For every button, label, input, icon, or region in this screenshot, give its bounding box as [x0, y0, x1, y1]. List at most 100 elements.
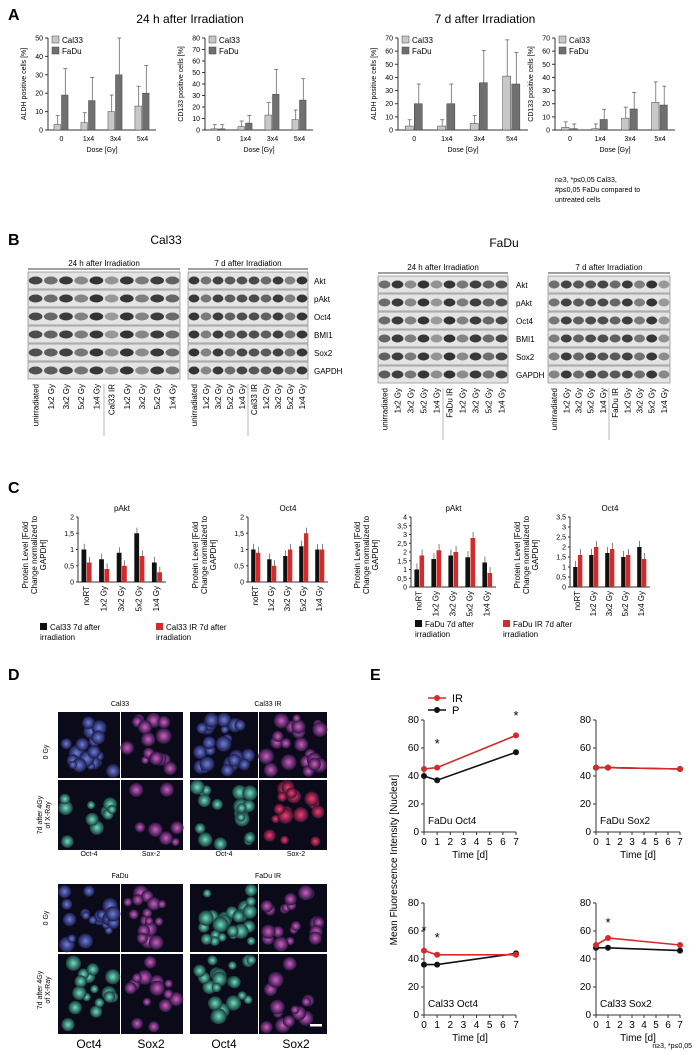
a-xtick-label: 5x4: [137, 136, 148, 143]
blot-band: [404, 280, 417, 289]
e-ytick-label: 60: [580, 926, 592, 937]
micro-cell: [234, 719, 246, 731]
a-bar: [142, 92, 150, 131]
blot-band: [188, 348, 200, 357]
a-ylabel-2: ALDH positive cells [%]: [371, 48, 378, 120]
blot-band: [456, 370, 469, 379]
blot-band: [89, 312, 104, 321]
blot-band: [284, 312, 296, 321]
blot-band: [236, 312, 248, 321]
blot-band: [443, 316, 456, 325]
blot-protein-fadu: Oct4: [516, 317, 533, 326]
e-point: [434, 777, 441, 784]
a-ylabel-0: ALDH positive cells [%]: [21, 48, 28, 120]
blot-band: [272, 348, 284, 357]
micro-cell: [103, 991, 116, 1003]
micro-cell: [105, 969, 121, 985]
c-bar: [251, 549, 256, 582]
e-xtick-label: 7: [677, 837, 683, 848]
blot-band: [224, 348, 236, 357]
micro-cell: [134, 822, 146, 833]
blot-band: [443, 334, 456, 343]
micro-cell: [291, 719, 306, 734]
blot-band: [597, 352, 609, 361]
a-bar: [659, 104, 668, 131]
lane-label-cal33-7d: 1x2 Gy: [202, 384, 211, 409]
micro-cell: [310, 836, 321, 847]
blot-band: [609, 280, 621, 289]
a-bar: [621, 117, 630, 131]
micro-cell: [293, 807, 309, 823]
micro-cell: [61, 835, 74, 848]
blot-band: [284, 348, 296, 357]
blot-band: [443, 280, 456, 289]
a-ylabel-3: CD133 positive cells [%]: [528, 46, 535, 122]
a-ytick-label-3: 70: [542, 36, 550, 43]
e-point: [677, 942, 683, 948]
c-ylabel-3: Change normalized to: [522, 515, 531, 594]
c-xtick-label: 1x4 Gy: [483, 591, 492, 616]
micro-cell: [215, 736, 232, 752]
blot-band: [224, 330, 236, 339]
c-bar: [431, 559, 436, 587]
lane-label-fadu-7d: 5x2 Gy: [648, 388, 657, 413]
lane-label-cal33: 3x2 Gy: [138, 384, 147, 409]
blot-band: [597, 334, 609, 343]
blot-band: [104, 366, 119, 375]
c-bar: [272, 565, 277, 582]
blot-strip: [187, 289, 309, 308]
micro-big-oct4-2: Oct4: [211, 1037, 237, 1051]
lane-label-fadu-7d: 3x2 Gy: [575, 388, 584, 413]
blot-band: [135, 312, 149, 321]
e-ytick-label: 40: [408, 954, 420, 965]
c-bar: [104, 569, 110, 582]
e-xtick-label: 1: [434, 837, 440, 848]
a-bar: [569, 128, 578, 131]
c-bar: [116, 552, 122, 582]
row-7d-top-2: of X-Ray: [45, 801, 52, 829]
a-ytick-label-1: 40: [192, 82, 200, 89]
blot-band: [89, 276, 104, 285]
a-legend-swatch: [208, 35, 217, 44]
a-xtick-label: 0: [568, 136, 572, 143]
a-legend-swatch: [558, 46, 567, 55]
micro-cell: [131, 1017, 143, 1030]
a-ytick-label-1: 10: [192, 116, 200, 123]
micro-cell: [209, 936, 220, 947]
blot-band: [284, 366, 296, 375]
micro-cell: [200, 933, 213, 945]
blot-band: [260, 276, 272, 285]
micro-cell: [158, 999, 172, 1013]
e-ytick-label: 20: [408, 799, 420, 810]
lane-label-cal33-7d: 5x2 Gy: [286, 384, 295, 409]
blot-band: [89, 330, 104, 339]
e-significance-star: *: [435, 736, 440, 751]
micro-cell: [198, 910, 214, 926]
blot-header-fadu-24h: 24 h after Irradiation: [407, 263, 479, 272]
blot-protein-cal33: pAkt: [314, 295, 331, 304]
micro-cell: [208, 996, 223, 1011]
e-xtick-label: 2: [448, 837, 454, 848]
blot-cal33-title: Cal33: [150, 233, 182, 247]
micro-cell: [282, 956, 297, 971]
blot-band: [548, 316, 560, 325]
c-ytick-label: 2: [562, 545, 566, 552]
blot-band: [634, 370, 645, 379]
micro-cell: [236, 803, 247, 813]
c-xtick-label: 1x2 Gy: [589, 591, 598, 616]
c-bar: [122, 565, 127, 582]
c-legend-label-cal33: irradiation: [40, 633, 75, 642]
blot-band: [59, 330, 73, 339]
blot-band: [634, 352, 645, 361]
row-0gy-top: 0 Gy: [43, 744, 50, 759]
blot-band: [212, 348, 224, 357]
blot-band: [150, 366, 165, 375]
micro-big-oct4-1: Oct4: [76, 1037, 102, 1051]
blot-band: [404, 298, 417, 307]
a-xtick-label: 0: [60, 136, 64, 143]
blot-band: [609, 316, 621, 325]
blot-strip: [377, 311, 509, 330]
e-xtick-label: 7: [513, 1020, 519, 1031]
e-xtick-label: 4: [474, 837, 480, 848]
a-xtick-label: 3x4: [474, 136, 485, 143]
